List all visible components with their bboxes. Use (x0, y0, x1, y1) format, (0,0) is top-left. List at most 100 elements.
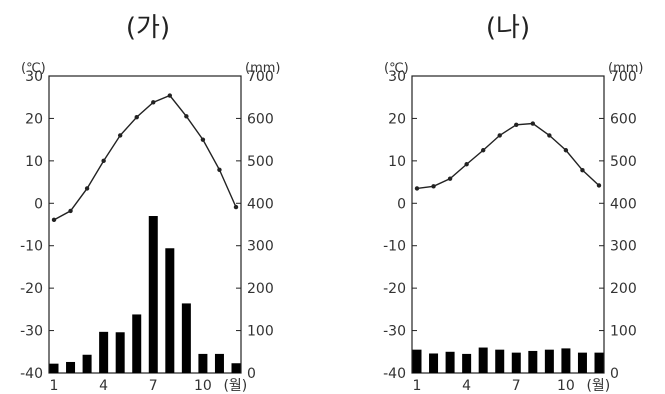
precipitation-bar (594, 352, 604, 373)
precipitation-bar (412, 349, 422, 373)
x-tick-label: 7 (512, 378, 521, 394)
left-tick-label: 20 (25, 111, 43, 127)
temperature-point (134, 114, 139, 120)
temperature-line (416, 122, 600, 190)
right-tick-label: 300 (247, 239, 274, 255)
temperature-point (563, 148, 569, 153)
left-tick-label: -30 (20, 324, 43, 340)
x-tick-label: 10 (557, 378, 575, 394)
temperature-point (167, 93, 173, 98)
temperature-point (217, 167, 222, 172)
temperature-point (580, 167, 585, 173)
temperature-point (547, 133, 552, 138)
precipitation-bar (49, 363, 59, 373)
precipitation-bar (115, 332, 125, 373)
x-axis-unit: (월) (586, 378, 610, 394)
left-axis-unit: (℃) (21, 61, 46, 76)
right-tick-label: 0 (610, 366, 619, 382)
temperature-point (447, 176, 453, 181)
temperature-point (431, 184, 436, 189)
x-tick-label: 1 (50, 378, 59, 394)
precipitation-bar (165, 248, 175, 373)
temperature-point (464, 162, 469, 167)
precipitation-bar (478, 347, 488, 373)
left-tick-label: -10 (20, 239, 43, 255)
right-tick-label: 100 (247, 324, 274, 340)
precipitation-bar (198, 353, 208, 373)
temperature-point (84, 186, 90, 191)
left-tick-label: 0 (34, 196, 43, 212)
right-tick-label: 600 (247, 111, 274, 127)
precipitation-bar (462, 353, 472, 373)
right-tick-label: 200 (247, 281, 274, 297)
right-tick-label: 500 (610, 154, 637, 170)
right-tick-label: 200 (610, 281, 637, 297)
right-axis-unit: (mm) (245, 61, 280, 76)
temperature-point (530, 121, 536, 126)
left-tick-label: -20 (20, 281, 43, 297)
precipitation-bar (214, 353, 224, 373)
plot-frame (411, 75, 605, 374)
precipitation-bar (544, 349, 554, 373)
chart-title: (나) (486, 13, 530, 43)
left-tick-label: 10 (388, 154, 406, 170)
temperature-point (101, 158, 106, 164)
precipitation-bar (577, 352, 587, 373)
chart-title: (가) (126, 13, 170, 43)
temperature-point (596, 183, 602, 188)
precipitation-bar (99, 331, 109, 373)
right-tick-label: 100 (610, 324, 637, 340)
temperature-point (514, 122, 519, 127)
temperature-point (414, 186, 420, 191)
precipitation-bar (231, 363, 241, 373)
right-tick-label: 500 (247, 154, 274, 170)
temperature-point (233, 204, 239, 210)
x-tick-label: 1 (413, 378, 422, 394)
left-tick-label: -20 (383, 281, 406, 297)
temperature-point (51, 217, 57, 223)
temperature-point (480, 148, 486, 153)
precipitation-bar (495, 349, 505, 373)
temperature-point (200, 137, 206, 142)
x-tick-label: 10 (194, 378, 212, 394)
precipitation-bar (66, 361, 76, 373)
temperature-point (68, 208, 73, 214)
x-tick-label: 7 (149, 378, 158, 394)
precipitation-bar (82, 354, 92, 373)
x-tick-label: 4 (462, 378, 471, 394)
right-tick-label: 400 (610, 196, 637, 212)
left-tick-label: 0 (397, 196, 406, 212)
precipitation-bar (148, 216, 158, 373)
left-tick-label: 20 (388, 111, 406, 127)
precipitation-bar (528, 350, 538, 373)
left-axis-unit: (℃) (384, 61, 409, 76)
left-tick-label: 30 (25, 69, 43, 85)
temperature-point (151, 100, 156, 105)
temperature-point (184, 114, 189, 119)
left-tick-label: -10 (383, 239, 406, 255)
left-tick-label: -40 (383, 366, 406, 382)
right-tick-label: 700 (247, 69, 274, 85)
temperature-point (117, 133, 123, 138)
precipitation-bar (511, 352, 521, 373)
temperature-line (53, 94, 237, 221)
left-tick-label: 30 (388, 69, 406, 85)
left-tick-label: -30 (383, 324, 406, 340)
left-tick-label: -40 (20, 366, 43, 382)
plot-frame (48, 75, 242, 374)
precipitation-bar (445, 351, 455, 373)
precipitation-bar (132, 314, 142, 373)
right-tick-label: 300 (610, 239, 637, 255)
right-tick-label: 400 (247, 196, 274, 212)
temperature-point (497, 133, 502, 138)
right-tick-label: 600 (610, 111, 637, 127)
precipitation-bar (561, 348, 571, 373)
right-tick-label: 700 (610, 69, 637, 85)
precipitation-bar (429, 353, 439, 373)
x-axis-unit: (월) (223, 378, 247, 394)
x-tick-label: 4 (99, 378, 108, 394)
right-axis-unit: (mm) (608, 61, 643, 76)
left-tick-label: 10 (25, 154, 43, 170)
precipitation-bar (181, 303, 191, 373)
